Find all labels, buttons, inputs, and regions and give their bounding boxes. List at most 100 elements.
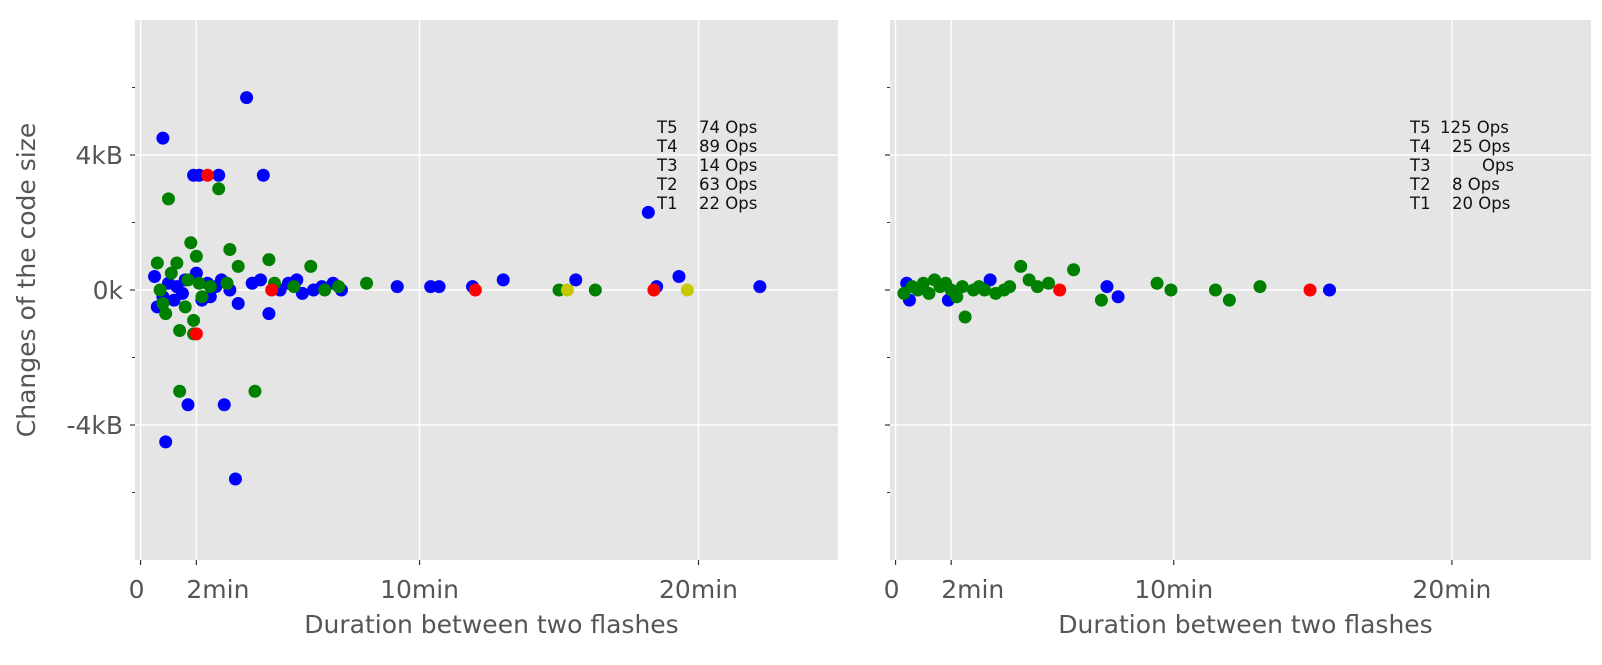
data-point-t4 [173, 384, 187, 398]
data-point-t1 [201, 168, 215, 182]
legend-series-label: T3 [656, 156, 678, 175]
data-point-t4 [184, 236, 198, 250]
data-points [148, 91, 767, 486]
data-point-t2 [569, 273, 583, 287]
data-point-t4 [1150, 276, 1164, 290]
data-point-t4 [1222, 293, 1236, 307]
data-point-t2 [254, 273, 268, 287]
x-tick-label: 10min [380, 575, 459, 604]
data-points [897, 259, 1337, 324]
legend-ops-count: 25 Ops [1452, 137, 1510, 156]
right-scatter-panel: 0 2min 10min 20min Duration between two flas… [884, 20, 1591, 639]
data-point-t4 [950, 290, 964, 304]
data-point-t4 [1094, 293, 1108, 307]
legend-ops-count: 63 Ops [699, 175, 757, 194]
x-tick-label: 10min [1134, 575, 1213, 604]
y-tick-label: 4kB [75, 141, 123, 170]
legend-series-label: T3 [1409, 156, 1431, 175]
data-point-t4 [1030, 280, 1044, 294]
data-point-t4 [1042, 276, 1056, 290]
data-point-t4 [248, 384, 262, 398]
data-point-t2 [159, 435, 173, 449]
x-tick-label: 2min [186, 575, 249, 604]
data-point-t4 [304, 259, 318, 273]
data-point-t4 [958, 310, 972, 324]
data-point-t4 [916, 276, 930, 290]
data-point-t4 [1253, 280, 1267, 294]
data-point-t4 [189, 249, 203, 263]
x-tick-label: 20min [1412, 575, 1491, 604]
legend-ops-count: 20 Ops [1452, 194, 1510, 213]
data-point-t1 [468, 283, 482, 297]
legend-series-label: T5 [656, 118, 678, 137]
data-point-t4 [220, 276, 234, 290]
data-point-t2 [983, 273, 997, 287]
y-tick-label: 0k [93, 276, 124, 305]
data-point-t2 [228, 472, 242, 486]
y-axis-label: Changes of the code size [12, 123, 41, 437]
x-tick-label: 0 [129, 575, 145, 604]
x-ticks: 0 2min 10min 20min [884, 560, 1491, 604]
ops-legend: T5 74 Ops T4 89 Ops T3 14 Ops T2 63 Ops T1 22 Ops [656, 118, 757, 213]
x-axis-label: Duration between two flashes [1058, 610, 1432, 639]
ops-legend: T5 125 Ops T4 25 Ops T3 Ops T2 8 Ops T1 20 Ops [1409, 118, 1514, 213]
data-point-t1 [189, 327, 203, 341]
data-point-t1 [265, 283, 279, 297]
legend-ops-count: Ops [1482, 156, 1514, 175]
y-ticks: -4kB 0k 4kB [66, 87, 135, 493]
data-point-t2 [217, 398, 231, 412]
data-point-t2 [1111, 290, 1125, 304]
data-point-t2 [262, 307, 276, 321]
data-point-t2 [390, 280, 404, 294]
data-point-t4 [173, 324, 187, 337]
data-point-t4 [178, 300, 192, 314]
left-scatter-panel: -4kB 0k 4kB 0 2min 10min 20min Duration between… [12, 20, 838, 639]
x-ticks: 0 2min 10min 20min [129, 560, 738, 604]
y-ticks [885, 87, 890, 493]
data-point-t2 [641, 205, 655, 219]
x-axis-label: Duration between two flashes [304, 610, 678, 639]
grid-lines [135, 20, 838, 560]
data-point-t1 [1053, 283, 1067, 297]
data-point-t4 [195, 290, 209, 304]
x-tick-label: 20min [659, 575, 738, 604]
legend-ops-count: 89 Ops [699, 137, 757, 156]
data-point-t2 [212, 168, 226, 182]
legend-ops-count: 125 Ops [1440, 118, 1509, 137]
data-point-t4 [170, 256, 184, 270]
legend-ops-count: 22 Ops [699, 194, 757, 213]
data-point-t2 [231, 297, 245, 310]
data-point-t4 [203, 280, 217, 294]
legend-series-label: T1 [1409, 194, 1431, 213]
legend-ops-count: 8 Ops [1452, 175, 1500, 194]
data-point-t4 [360, 276, 374, 290]
data-point-t4 [1003, 280, 1017, 294]
legend-series-label: T1 [656, 194, 678, 213]
data-point-t4 [164, 266, 178, 280]
data-point-t4 [231, 259, 245, 273]
x-tick-label: 0 [884, 575, 900, 604]
data-point-t1 [1303, 283, 1317, 297]
legend-ops-count: 74 Ops [699, 118, 757, 137]
legend-series-label: T5 [1409, 118, 1431, 137]
data-point-t4 [1208, 283, 1222, 297]
data-point-t4 [150, 256, 164, 270]
data-point-t4 [318, 283, 332, 297]
data-point-t2 [240, 91, 254, 105]
data-point-t4 [153, 283, 167, 297]
data-point-t4 [187, 313, 201, 327]
data-point-t2 [496, 273, 510, 287]
legend-series-label: T2 [656, 175, 678, 194]
data-point-t2 [753, 280, 767, 294]
legend-series-label: T2 [1409, 175, 1431, 194]
x-tick-label: 2min [941, 575, 1004, 604]
data-point-t4 [588, 283, 602, 297]
data-point-t4 [159, 307, 173, 321]
data-point-t3 [680, 283, 694, 297]
data-point-t2 [256, 168, 270, 182]
data-point-t2 [432, 280, 446, 294]
data-point-t4 [192, 276, 206, 290]
legend-series-label: T4 [1409, 137, 1431, 156]
data-point-t4 [1014, 259, 1028, 273]
